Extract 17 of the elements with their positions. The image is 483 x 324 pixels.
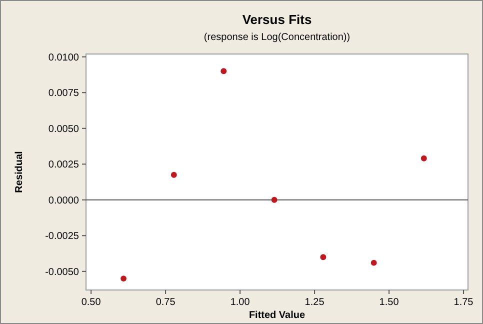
- y-tick-label: 0.0000: [48, 195, 80, 206]
- x-tick-label: 0.50: [81, 297, 102, 308]
- y-tick-label: -0.0050: [45, 266, 80, 278]
- chart-title: Versus Fits: [242, 12, 312, 27]
- x-tick-label: 0.75: [156, 297, 176, 308]
- chart-subtitle: (response is Log(Concentration)): [204, 32, 350, 43]
- y-axis-title: Residual: [14, 150, 25, 193]
- y-tick-label: -0.0025: [45, 231, 80, 242]
- y-tick-label: 0.0025: [48, 160, 80, 171]
- x-tick-label: 1.25: [304, 297, 325, 308]
- x-axis-title: Fitted Value: [248, 310, 306, 321]
- x-tick-label: 1.00: [230, 297, 250, 308]
- y-tick-label: 0.0050: [48, 124, 80, 135]
- x-tick-label: 1.50: [379, 297, 400, 308]
- y-tick-label: 0.0075: [48, 88, 80, 100]
- x-tick-label: 1.75: [454, 297, 474, 308]
- y-tick-label: 0.0100: [48, 52, 80, 64]
